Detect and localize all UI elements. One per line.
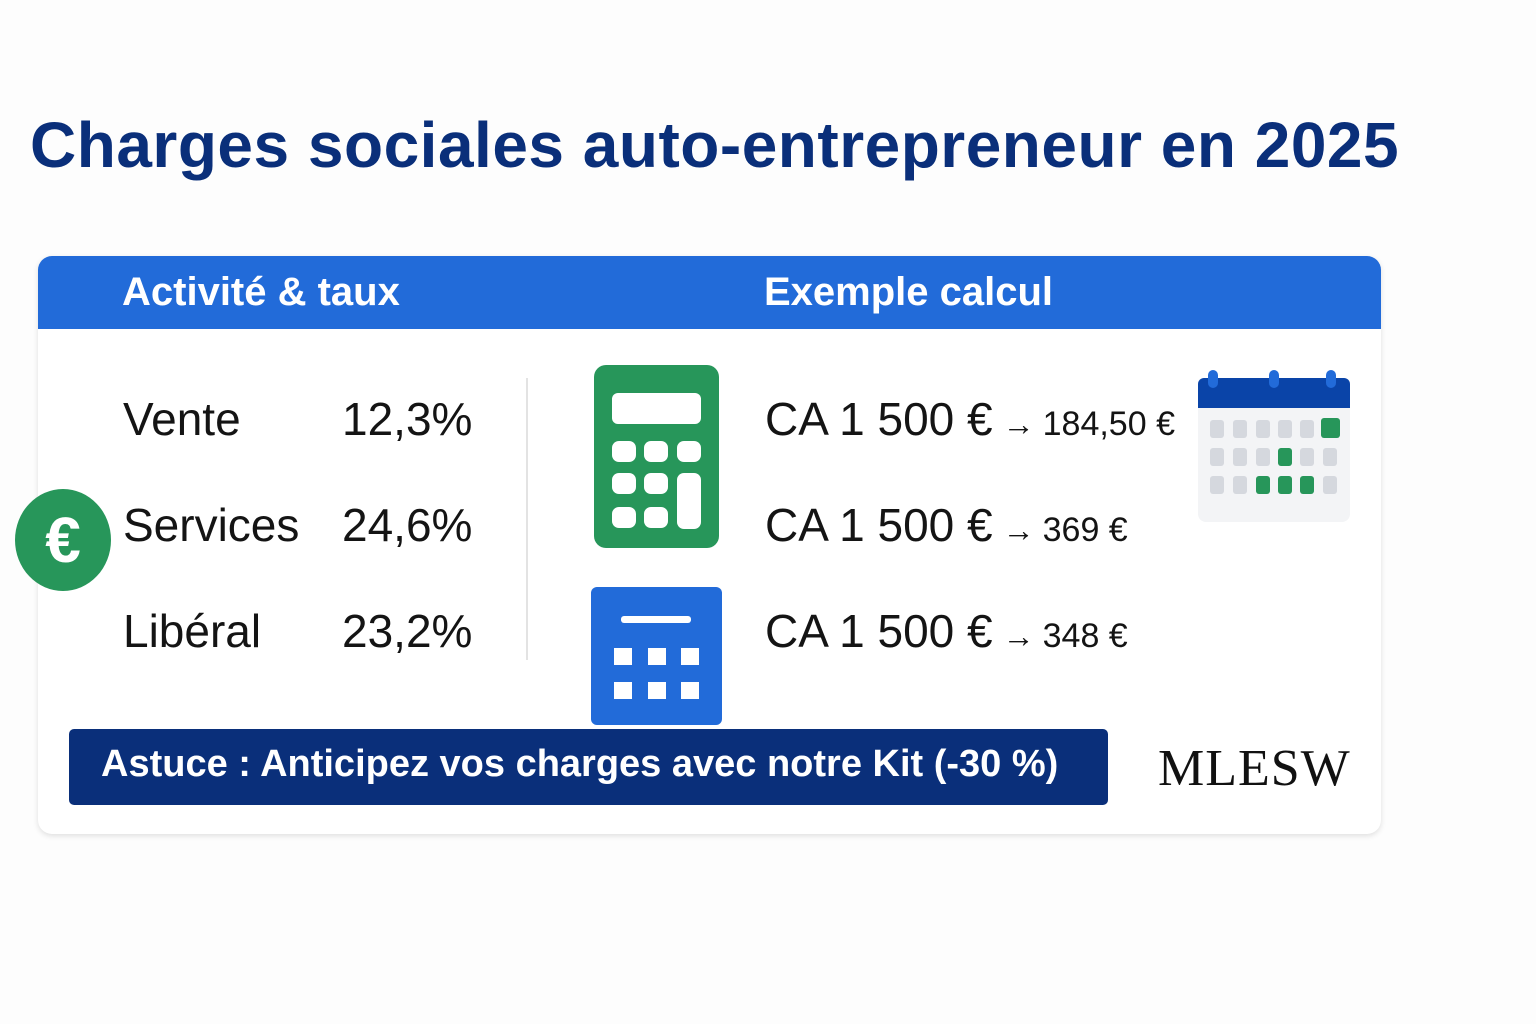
- header-activity-rate: Activité & taux: [122, 270, 400, 314]
- tip-banner[interactable]: Astuce : Anticipez vos charges avec notr…: [69, 729, 1108, 805]
- calc-ca: CA 1 500 €: [765, 499, 993, 551]
- calc-result: 184,50 €: [1042, 405, 1175, 443]
- brand-logo: MLESW: [1158, 740, 1351, 797]
- activity-label-services: Services: [123, 499, 300, 551]
- rate-vente: 12,3%: [342, 393, 473, 445]
- charges-card: Activité & taux Exemple calcul Vente 12,…: [38, 256, 1381, 834]
- rate-liberal: 23,2%: [342, 605, 473, 657]
- calc-ca: CA 1 500 €: [765, 393, 993, 445]
- column-divider: [526, 378, 528, 660]
- calc-result: 369 €: [1042, 511, 1128, 549]
- page-title: Charges sociales auto-entrepreneur en 20…: [30, 109, 1400, 181]
- arrow-icon: →: [1002, 406, 1035, 442]
- arrow-icon: →: [1002, 618, 1035, 654]
- activity-label-vente: Vente: [123, 393, 241, 445]
- card-header: Activité & taux Exemple calcul: [38, 256, 1381, 329]
- calendar-grid-icon: [591, 587, 722, 725]
- euro-icon: €: [15, 489, 111, 591]
- calc-line-liberal: CA 1 500 € → 348 €: [765, 604, 1128, 658]
- calc-ca: CA 1 500 €: [765, 605, 993, 657]
- rate-services: 24,6%: [342, 499, 473, 551]
- header-example-calc: Exemple calcul: [764, 270, 1054, 314]
- activity-label-liberal: Libéral: [123, 605, 262, 657]
- calc-result: 348 €: [1042, 617, 1128, 655]
- calendar-icon: [1198, 370, 1350, 522]
- euro-symbol: €: [45, 504, 81, 576]
- calc-line-vente: CA 1 500 € → 184,50 €: [765, 392, 1175, 446]
- arrow-icon: →: [1002, 512, 1035, 548]
- calculator-icon: [594, 365, 719, 548]
- tip-text: Astuce : Anticipez vos charges avec notr…: [101, 743, 1059, 785]
- calc-line-services: CA 1 500 € → 369 €: [765, 498, 1128, 552]
